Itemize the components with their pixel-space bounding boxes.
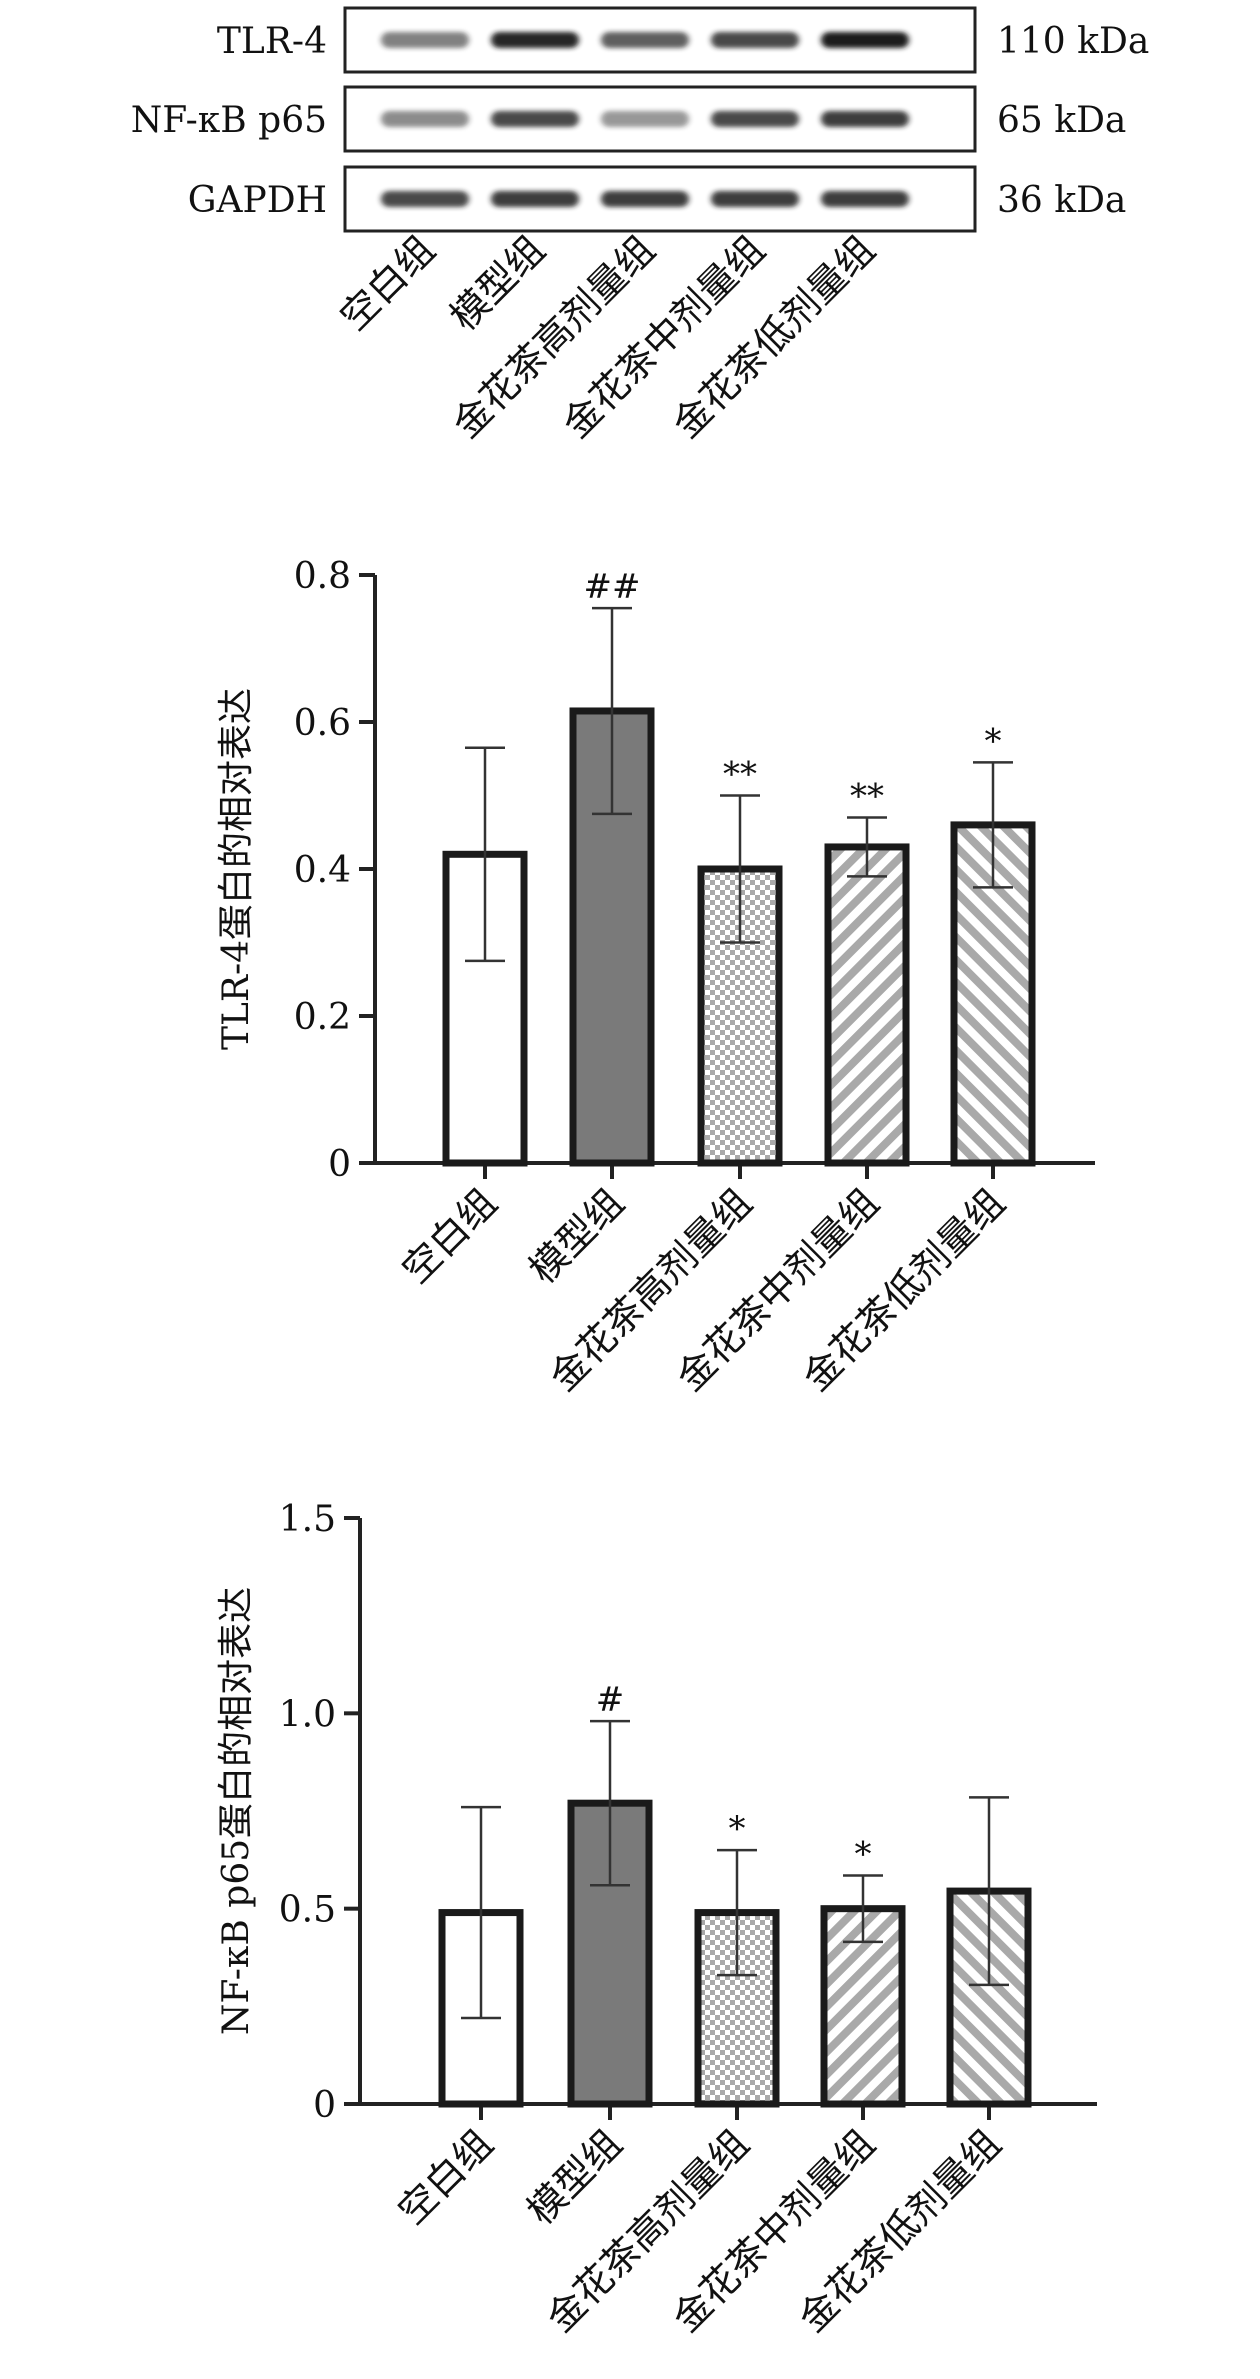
significance-label: ## [584, 567, 641, 607]
y-tick-label: 0.5 [279, 1890, 336, 1931]
blot-band [601, 111, 689, 127]
blot-band [601, 32, 689, 48]
x-tick-label: 模型组 [519, 2121, 631, 2233]
western-blot-panel: TLR-4 110 kDa NF-κB p65 65 kDa GAPDH 36 kDa 空… [131, 6, 1149, 446]
tlr4-bar-chart: 00.20.40.60.8TLR-4蛋白的相对表达空白组##模型组**金花茶高剂… [216, 556, 1095, 1399]
x-tick-label: 空白组 [394, 1180, 506, 1292]
blot-band [711, 32, 799, 48]
significance-label: * [729, 1809, 746, 1849]
blot-band [491, 111, 579, 127]
blot-band [711, 111, 799, 127]
molecular-weight-label: 65 kDa [997, 100, 1126, 141]
x-tick-label: 模型组 [521, 1180, 633, 1292]
blot-band [491, 191, 579, 207]
blot-band [381, 191, 469, 207]
y-tick-label: 0.4 [294, 850, 351, 891]
nfkb-bar-chart: 00.51.01.5NF-κB p65蛋白的相对表达空白组#模型组*金花茶高剂量… [216, 1499, 1097, 2340]
group-label: 空白组 [332, 227, 444, 339]
group-label: 金花茶高剂量组 [444, 227, 663, 446]
x-tick-label: 空白组 [390, 2121, 502, 2233]
y-tick-label: 1.5 [279, 1499, 336, 1540]
blot-band [491, 32, 579, 48]
y-axis-label: NF-κB p65蛋白的相对表达 [216, 1587, 257, 2035]
group-label: 金花茶中剂量组 [554, 227, 773, 446]
blot-band [601, 191, 689, 207]
y-tick-label: 0 [328, 1144, 351, 1185]
blot-band [821, 32, 909, 48]
significance-label: ** [723, 755, 757, 795]
protein-label: NF-κB p65 [131, 100, 327, 141]
chart-body: 00.20.40.60.8TLR-4蛋白的相对表达空白组##模型组**金花茶高剂… [216, 556, 1095, 1399]
y-tick-label: 1.0 [279, 1694, 336, 1735]
y-tick-label: 0 [313, 2085, 336, 2126]
molecular-weight-label: 36 kDa [997, 180, 1126, 221]
protein-label: GAPDH [188, 180, 327, 221]
significance-label: * [855, 1834, 872, 1874]
significance-label: * [985, 721, 1002, 761]
blot-band [821, 191, 909, 207]
y-tick-label: 0.2 [294, 997, 351, 1038]
y-tick-label: 0.6 [294, 703, 351, 744]
blot-band [711, 191, 799, 207]
group-label: 金花茶低剂量组 [664, 227, 883, 446]
blot-band [821, 111, 909, 127]
chart-body: 00.51.01.5NF-κB p65蛋白的相对表达空白组#模型组*金花茶高剂量… [216, 1499, 1097, 2340]
significance-label: # [596, 1680, 625, 1720]
bar [824, 843, 910, 1167]
molecular-weight-label: 110 kDa [997, 21, 1149, 62]
protein-label: TLR-4 [217, 21, 327, 62]
significance-label: ** [850, 777, 884, 817]
blot-band [381, 32, 469, 48]
y-tick-label: 0.8 [294, 556, 351, 597]
y-axis-label: TLR-4蛋白的相对表达 [216, 688, 257, 1050]
blot-band [381, 111, 469, 127]
